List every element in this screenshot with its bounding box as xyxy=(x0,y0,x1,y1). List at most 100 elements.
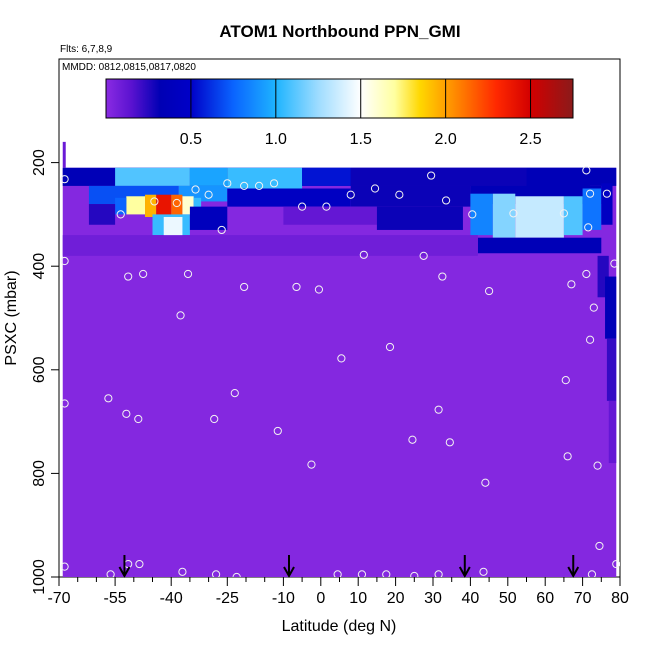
observation-point xyxy=(60,256,69,266)
observation-point xyxy=(587,570,597,577)
x-tick-label: -10 xyxy=(272,590,295,607)
y-axis-label: PSXC (mbar) xyxy=(3,270,20,365)
heatmap-cell xyxy=(88,204,116,225)
x-axis-label: Latitude (deg N) xyxy=(282,618,397,635)
x-tick-label: 80 xyxy=(611,590,629,607)
observation-point xyxy=(322,202,331,211)
heatmap-cell xyxy=(227,188,351,207)
x-tick-label: -40 xyxy=(160,590,183,607)
x-tick-label: -25 xyxy=(216,590,239,607)
observation-point xyxy=(584,223,593,232)
observation-point xyxy=(176,311,185,320)
observation-point xyxy=(612,559,620,569)
heatmap-cell xyxy=(515,196,564,238)
observation-point xyxy=(509,209,518,218)
observation-point xyxy=(232,572,241,577)
colorbar-tick-label: 1.0 xyxy=(265,131,287,148)
observation-point xyxy=(427,171,436,180)
observation-point xyxy=(230,389,239,398)
heatmap-cell xyxy=(163,216,183,238)
observation-point xyxy=(333,570,342,577)
heatmap-cell xyxy=(227,167,303,189)
observation-point xyxy=(122,409,131,418)
observation-point xyxy=(217,225,226,235)
heatmap-cell xyxy=(606,338,617,401)
observation-point xyxy=(298,202,307,211)
observation-point xyxy=(395,190,404,199)
observation-point xyxy=(60,175,69,184)
heatmap-cell xyxy=(171,194,183,217)
colorbar-ticks: 0.5 1.0 1.5 2.0 2.5 xyxy=(180,79,542,148)
heatmap xyxy=(62,141,617,577)
colorbar-tick-label: 2.5 xyxy=(519,131,541,148)
heatmap-cell xyxy=(189,206,228,230)
observation-point xyxy=(183,269,193,279)
observation-point xyxy=(595,541,604,551)
heatmap-cell xyxy=(189,167,228,186)
heatmap-cell xyxy=(62,141,66,168)
observation-point xyxy=(441,196,451,205)
observation-point xyxy=(481,478,490,487)
observation-point xyxy=(240,282,249,292)
y-tick-label: 400 xyxy=(31,253,48,280)
observation-point xyxy=(346,190,355,199)
heatmap-cell xyxy=(145,194,157,217)
y-tick-label: 1000 xyxy=(31,559,48,595)
observation-point xyxy=(434,405,443,414)
y-axis: 200 400 600 800 1000 xyxy=(31,149,59,595)
heatmap-cell xyxy=(193,197,202,215)
x-tick-label: 50 xyxy=(499,590,517,607)
x-tick-label: 20 xyxy=(387,590,405,607)
observation-point xyxy=(60,562,69,571)
y-tick-label: 600 xyxy=(31,356,48,383)
x-tick-label: 0 xyxy=(316,590,325,607)
y-tick-label: 200 xyxy=(31,149,48,176)
x-tick-label: -70 xyxy=(47,590,70,607)
observation-point xyxy=(139,269,148,279)
observation-point xyxy=(419,251,428,260)
observation-point xyxy=(585,335,595,344)
flight-arrow xyxy=(118,555,131,579)
colorbar: 0.5 1.0 1.5 2.0 2.5 xyxy=(105,78,574,148)
heatmap-cell xyxy=(156,194,172,217)
observation-point xyxy=(254,181,264,191)
observation-point xyxy=(468,210,477,219)
x-tick-label: 10 xyxy=(349,590,367,607)
heatmap-cell xyxy=(492,193,516,238)
observation-point xyxy=(210,414,219,424)
observation-point xyxy=(204,190,213,199)
heatmap-cell xyxy=(563,196,583,236)
observation-point xyxy=(385,342,395,352)
heatmap-cell xyxy=(350,167,527,186)
observation-point xyxy=(370,184,380,193)
heatmap-cell xyxy=(62,235,478,256)
flight-arrow xyxy=(567,555,580,579)
heatmap-cell xyxy=(477,237,602,254)
observation-point xyxy=(567,280,576,289)
heatmap-cell xyxy=(350,185,471,207)
observation-point xyxy=(314,285,324,294)
observation-point xyxy=(582,166,591,175)
observation-point xyxy=(150,197,159,206)
observation-point xyxy=(602,189,612,198)
chart-title: ATOM1 Northbound PPN_GMI xyxy=(219,22,460,41)
observation-point xyxy=(445,438,454,447)
heatmap-cell xyxy=(470,193,493,236)
observation-point xyxy=(357,570,367,577)
heatmap-cell xyxy=(302,167,351,186)
x-tick-label: -55 xyxy=(104,590,127,607)
heatmap-cell xyxy=(126,196,146,215)
heatmap-cell xyxy=(601,183,613,225)
observation-point xyxy=(223,179,232,188)
observation-point xyxy=(292,282,301,292)
x-tick-label: 40 xyxy=(462,590,480,607)
observation-point xyxy=(438,272,447,281)
observation-point xyxy=(104,394,113,403)
flight-arrow xyxy=(283,555,295,579)
heatmap-cell xyxy=(376,206,463,230)
colorbar-tick-label: 2.0 xyxy=(435,131,457,148)
heatmap-cell xyxy=(605,276,617,339)
observation-point xyxy=(408,435,417,444)
observation-point xyxy=(178,567,187,576)
x-tick-label: 30 xyxy=(424,590,442,607)
